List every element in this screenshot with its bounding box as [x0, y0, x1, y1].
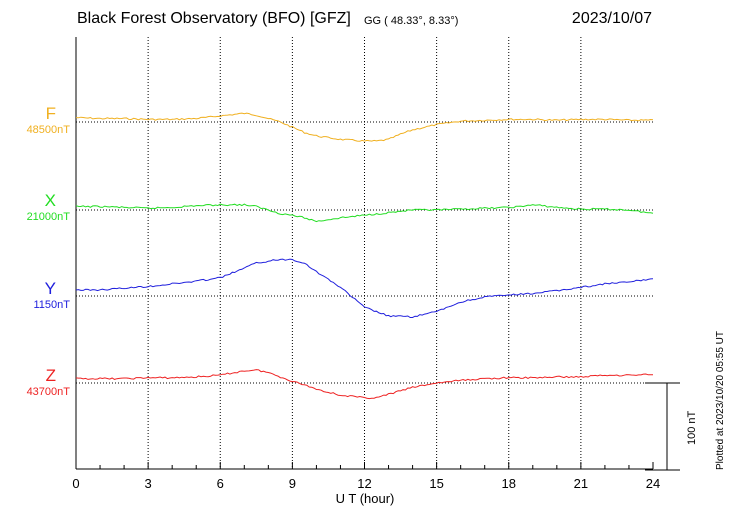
- baseline-value: 21000nT: [26, 211, 70, 223]
- scale-bar-label: 100 nT: [686, 410, 698, 445]
- series-name: X: [44, 191, 56, 210]
- series-label-y: Y 1150nT: [0, 279, 71, 311]
- plot-frame: [75, 37, 654, 470]
- series-name: Z: [45, 366, 56, 385]
- baseline-value: 43700nT: [26, 386, 70, 398]
- series-name: Y: [44, 279, 56, 298]
- baseline-lines: [76, 121, 653, 384]
- station-coordinates: GG ( 48.33°, 8.33°): [364, 15, 459, 27]
- x-tick-label: 18: [501, 476, 516, 491]
- x-tick-label: 9: [288, 476, 296, 491]
- x-tick-label: 3: [144, 476, 152, 491]
- series-traces: [75, 112, 654, 400]
- baseline-value: 48500nT: [26, 124, 70, 136]
- baseline-value: 1150nT: [33, 299, 71, 311]
- plotted-timestamp: Plotted at 2023/10/20 05:55 UT: [715, 331, 726, 470]
- x-tick-label: 24: [645, 476, 661, 491]
- x-tick-label: 0: [72, 476, 80, 491]
- x-tick-label: 15: [429, 476, 444, 491]
- chart-date: 2023/10/07: [571, 10, 652, 27]
- x-tick-label: 21: [573, 476, 589, 491]
- trace-f: [75, 112, 654, 142]
- series-label-x: X 21000nT: [0, 191, 70, 223]
- series-label-z: Z 43700nT: [0, 366, 70, 398]
- trace-y: [75, 258, 654, 318]
- x-axis-label: U T (hour): [335, 491, 395, 506]
- series-name: F: [45, 104, 56, 123]
- x-tick-label: 12: [357, 476, 372, 491]
- series-label-f: F 48500nT: [0, 104, 70, 136]
- chart-title: Black Forest Observatory (BFO) [GFZ]: [77, 10, 351, 27]
- scale-bar: [645, 382, 680, 471]
- trace-z: [75, 369, 653, 400]
- vertical-gridlines: [147, 37, 582, 469]
- x-tick-label: 6: [216, 476, 224, 491]
- trace-x: [75, 203, 654, 223]
